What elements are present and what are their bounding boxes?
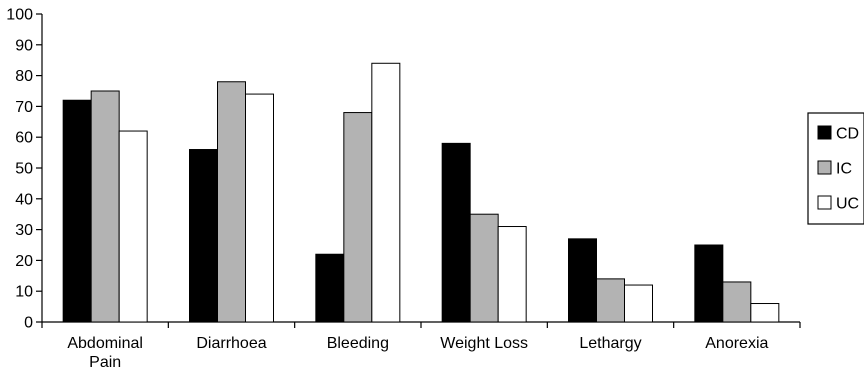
y-tick-label: 10 [15, 284, 33, 301]
legend: CD IC UC [807, 112, 864, 225]
y-tick-label: 30 [15, 222, 33, 239]
y-tick-label: 80 [15, 68, 33, 85]
bar-uc [371, 62, 401, 323]
bar-cd [568, 238, 597, 323]
y-tick-label: 0 [24, 315, 33, 332]
bar-uc [497, 226, 527, 323]
category-label: Weight Loss [440, 335, 528, 352]
category-label: Diarrhoea [196, 335, 266, 352]
legend-swatch [817, 125, 832, 140]
y-tick-label: 100 [6, 7, 33, 24]
y-tick-label: 40 [15, 191, 33, 208]
legend-box [807, 112, 864, 225]
y-tick-label: 50 [15, 161, 33, 178]
bar-ic [722, 281, 752, 323]
y-tick-label: 20 [15, 253, 33, 270]
bar-ic [217, 81, 246, 323]
category-label: Bleeding [327, 335, 389, 352]
bar-cd [315, 253, 345, 323]
bar-cd [62, 99, 92, 323]
bar-ic [343, 112, 373, 323]
x-axis [41, 321, 801, 328]
y-tick-label: 60 [15, 130, 33, 147]
bar-ic [90, 90, 120, 323]
bar-ic [469, 213, 499, 323]
y-tick-label: 70 [15, 99, 33, 116]
bar-uc [750, 303, 780, 323]
category-label: Abdominal Pain [67, 335, 143, 371]
legend-swatch [817, 160, 832, 175]
category-label: Anorexia [705, 335, 768, 352]
bar-uc [118, 130, 148, 323]
bars [62, 62, 780, 323]
bar-cd [694, 244, 724, 323]
y-axis: 0 10 20 30 40 50 60 70 80 90 100 [6, 7, 43, 332]
bar-uc [624, 284, 653, 323]
legend-label: UC [836, 196, 859, 213]
bar-ic [596, 278, 625, 323]
category-labels: Abdominal Pain Diarrhoea Bleeding Weight Los… [67, 335, 768, 371]
legend-label: IC [836, 161, 852, 178]
legend-label: CD [836, 126, 859, 143]
category-label: Lethargy [579, 335, 641, 352]
bar-cd [441, 142, 471, 323]
legend-swatch [817, 195, 832, 210]
bar-cd [189, 149, 218, 323]
bar-uc [245, 93, 274, 323]
y-tick-label: 90 [15, 37, 33, 54]
